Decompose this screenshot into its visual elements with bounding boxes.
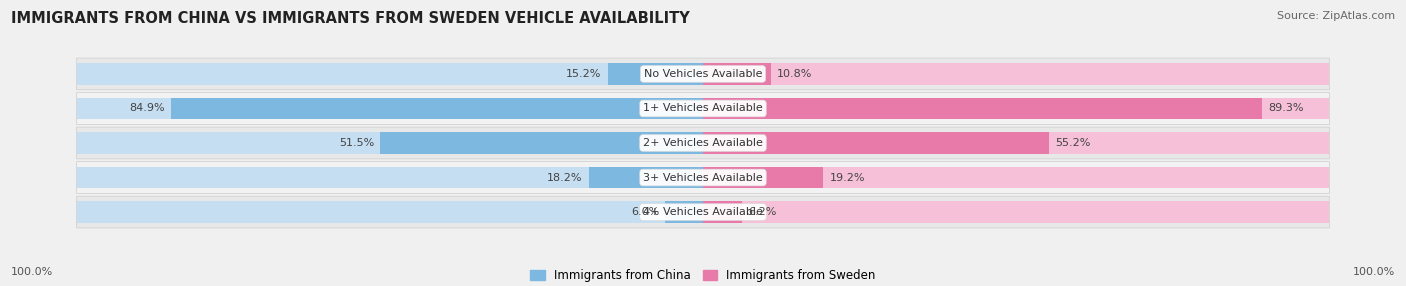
Bar: [77, 167, 703, 188]
Bar: [665, 201, 703, 223]
FancyBboxPatch shape: [77, 127, 1329, 159]
Bar: [703, 132, 1329, 154]
Text: 3+ Vehicles Available: 3+ Vehicles Available: [643, 172, 763, 182]
FancyBboxPatch shape: [77, 162, 1329, 193]
Bar: [589, 167, 703, 188]
Text: 10.8%: 10.8%: [778, 69, 813, 79]
Text: 89.3%: 89.3%: [1268, 104, 1303, 114]
Bar: [703, 201, 742, 223]
Text: 18.2%: 18.2%: [547, 172, 582, 182]
Text: IMMIGRANTS FROM CHINA VS IMMIGRANTS FROM SWEDEN VEHICLE AVAILABILITY: IMMIGRANTS FROM CHINA VS IMMIGRANTS FROM…: [11, 11, 690, 26]
Text: 4+ Vehicles Available: 4+ Vehicles Available: [643, 207, 763, 217]
Bar: [703, 98, 1263, 119]
Bar: [703, 98, 1329, 119]
Text: 55.2%: 55.2%: [1054, 138, 1091, 148]
Bar: [703, 167, 824, 188]
FancyBboxPatch shape: [77, 196, 1329, 228]
Legend: Immigrants from China, Immigrants from Sweden: Immigrants from China, Immigrants from S…: [526, 265, 880, 286]
Text: 1+ Vehicles Available: 1+ Vehicles Available: [643, 104, 763, 114]
Bar: [77, 98, 703, 119]
Bar: [703, 201, 1329, 223]
Bar: [77, 132, 703, 154]
Bar: [381, 132, 703, 154]
Text: 51.5%: 51.5%: [339, 138, 374, 148]
Text: 15.2%: 15.2%: [567, 69, 602, 79]
Bar: [703, 132, 1049, 154]
Text: 84.9%: 84.9%: [129, 104, 165, 114]
Bar: [77, 63, 703, 85]
Bar: [703, 63, 1329, 85]
Bar: [77, 201, 703, 223]
Bar: [607, 63, 703, 85]
Text: 6.2%: 6.2%: [748, 207, 776, 217]
FancyBboxPatch shape: [77, 58, 1329, 90]
Bar: [172, 98, 703, 119]
Text: 2+ Vehicles Available: 2+ Vehicles Available: [643, 138, 763, 148]
Bar: [703, 63, 770, 85]
Text: 100.0%: 100.0%: [1353, 267, 1395, 277]
Bar: [703, 167, 1329, 188]
Text: 6.0%: 6.0%: [631, 207, 659, 217]
Text: Source: ZipAtlas.com: Source: ZipAtlas.com: [1277, 11, 1395, 21]
Text: No Vehicles Available: No Vehicles Available: [644, 69, 762, 79]
FancyBboxPatch shape: [77, 93, 1329, 124]
Text: 100.0%: 100.0%: [11, 267, 53, 277]
Text: 19.2%: 19.2%: [830, 172, 865, 182]
